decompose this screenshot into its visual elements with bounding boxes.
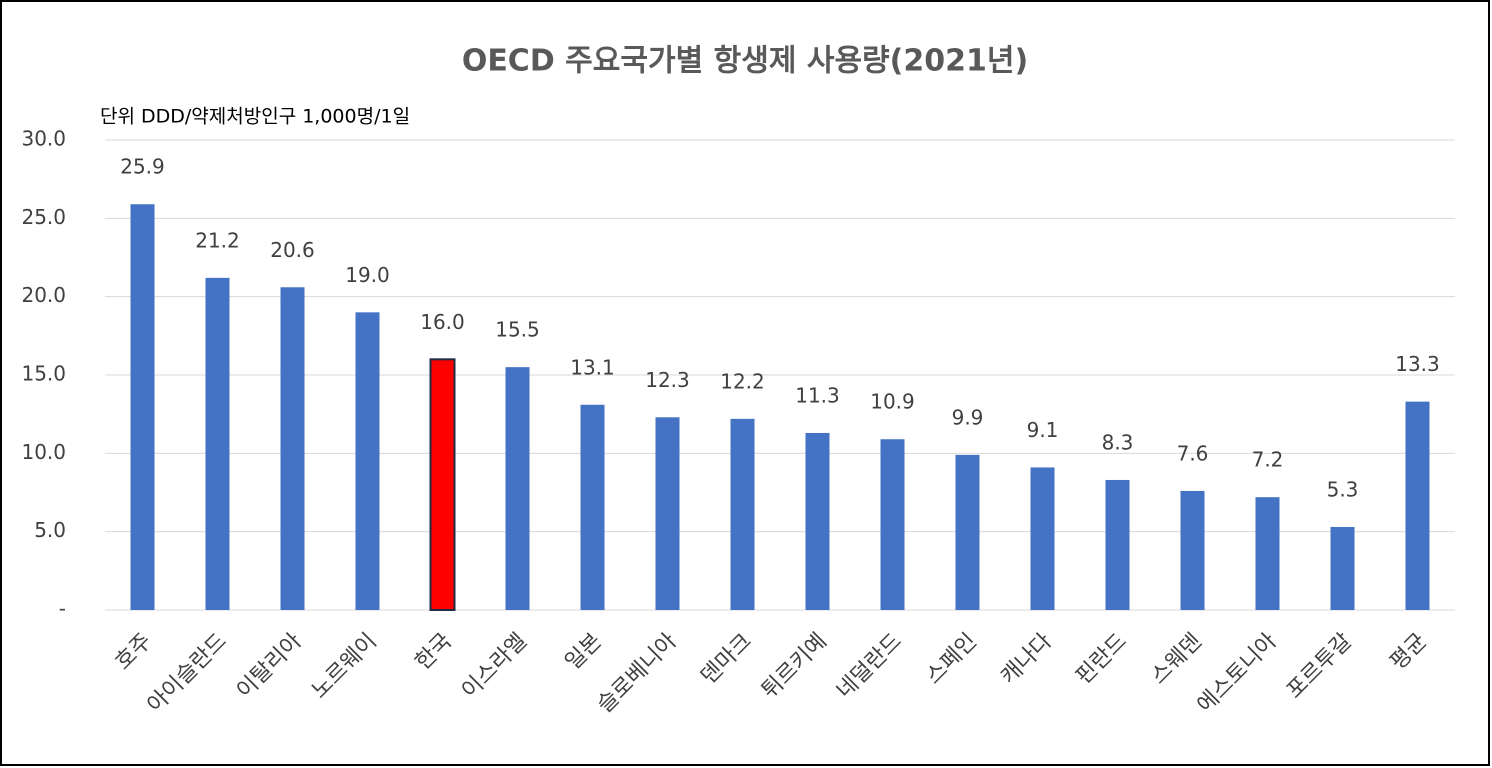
- bar: [1330, 526, 1355, 610]
- data-label: 5.3: [1327, 477, 1359, 501]
- data-label: 7.6: [1177, 441, 1209, 465]
- data-label: 25.9: [120, 155, 165, 179]
- data-label: 15.5: [495, 318, 540, 342]
- y-tick-label: 25.0: [21, 205, 66, 229]
- data-label: 12.3: [645, 368, 690, 392]
- bar: [429, 358, 456, 612]
- chart-subtitle: 단위 DDD/약제처방인구 1,000명/1일: [100, 106, 410, 128]
- bar: [1105, 479, 1130, 610]
- bar: [655, 417, 680, 610]
- y-tick-label: 20.0: [21, 283, 66, 307]
- bar: [205, 277, 230, 610]
- bar: [505, 367, 530, 610]
- data-label: 9.1: [1027, 418, 1059, 442]
- bar: [955, 454, 980, 610]
- y-tick-label: 5.0: [34, 518, 66, 542]
- bar: [730, 418, 755, 610]
- bar: [580, 404, 605, 610]
- y-tick-label: 10.0: [21, 440, 66, 464]
- data-label: 10.9: [870, 390, 915, 414]
- y-tick-label: 30.0: [21, 127, 66, 151]
- bar: [355, 312, 380, 610]
- data-label: 13.1: [570, 355, 615, 379]
- data-label: 11.3: [795, 383, 840, 407]
- bar: [1255, 497, 1280, 610]
- data-label: 16.0: [420, 310, 465, 334]
- y-tick-label: -: [59, 597, 66, 621]
- data-label: 21.2: [195, 228, 240, 252]
- chart-title: OECD 주요국가별 항생제 사용량(2021년): [462, 44, 1028, 79]
- bar: [1030, 467, 1055, 610]
- bar: [1180, 490, 1205, 610]
- data-label: 20.6: [270, 238, 315, 262]
- y-tick-label: 15.0: [21, 362, 66, 386]
- data-label: 9.9: [952, 405, 984, 429]
- bar: [280, 287, 305, 610]
- data-label: 8.3: [1102, 430, 1134, 454]
- bar: [1405, 401, 1430, 610]
- bar: [130, 204, 155, 610]
- data-label: 13.3: [1395, 352, 1440, 376]
- data-label: 19.0: [345, 263, 390, 287]
- data-label: 12.2: [720, 369, 765, 393]
- bar: [805, 432, 830, 610]
- bar: [880, 439, 905, 610]
- data-label: 7.2: [1252, 448, 1284, 472]
